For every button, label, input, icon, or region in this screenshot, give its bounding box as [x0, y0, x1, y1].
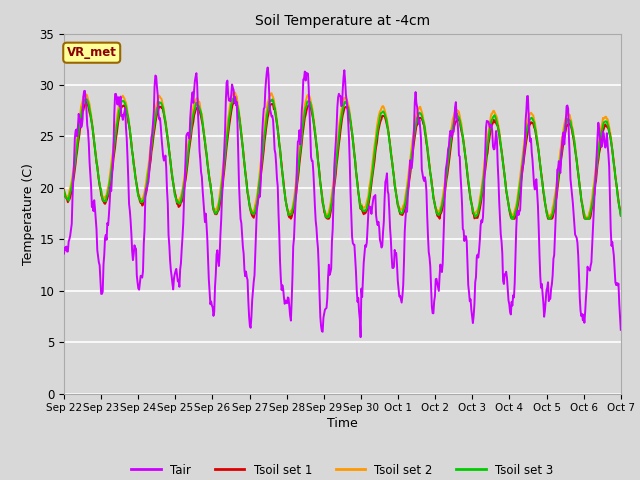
Legend: Tair, Tsoil set 1, Tsoil set 2, Tsoil set 3: Tair, Tsoil set 1, Tsoil set 2, Tsoil se…: [127, 459, 558, 480]
Y-axis label: Temperature (C): Temperature (C): [22, 163, 35, 264]
Title: Soil Temperature at -4cm: Soil Temperature at -4cm: [255, 14, 430, 28]
X-axis label: Time: Time: [327, 418, 358, 431]
Text: VR_met: VR_met: [67, 46, 116, 59]
